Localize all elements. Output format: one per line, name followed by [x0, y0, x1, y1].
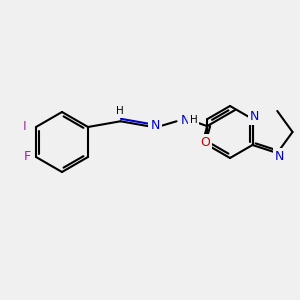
Text: I: I	[23, 119, 27, 133]
Text: N: N	[150, 119, 160, 132]
Text: O: O	[200, 136, 210, 148]
Text: N: N	[181, 114, 190, 127]
Text: N: N	[250, 110, 259, 124]
Text: H: H	[190, 115, 197, 125]
Text: H: H	[116, 106, 123, 116]
Text: F: F	[23, 151, 31, 164]
Text: N: N	[274, 149, 284, 163]
